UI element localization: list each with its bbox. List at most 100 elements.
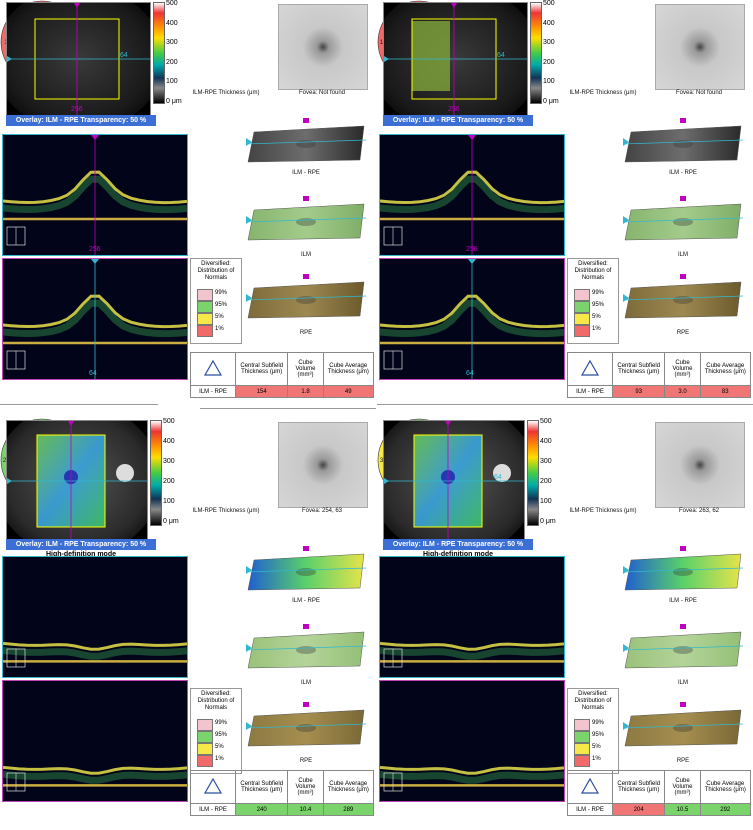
fovea-caption: Fovea: Not found xyxy=(675,90,723,96)
section-divider xyxy=(0,404,158,405)
table-header-cell: Cube Average Thickness (μm) xyxy=(322,770,375,804)
surface-rpe[interactable] xyxy=(622,702,744,754)
retina-layer-band xyxy=(3,646,187,660)
bscan-graphic: 64 xyxy=(380,259,564,379)
legend-swatch xyxy=(574,289,590,301)
surface-plane xyxy=(624,203,742,241)
oct-bscan-horizontal[interactable] xyxy=(2,556,188,678)
fovea-depression xyxy=(296,568,316,576)
legend-level: 99% xyxy=(215,290,228,296)
fovea-depression xyxy=(296,296,316,304)
retina-layer-band xyxy=(380,175,564,214)
surface-scan-line xyxy=(245,139,367,145)
surface-ilm-rpe[interactable] xyxy=(245,118,367,170)
warning-icon xyxy=(580,777,600,794)
surface-ilm-rpe[interactable] xyxy=(622,118,744,170)
fundus-vertical-number: 256 xyxy=(448,106,460,113)
surface-rpe[interactable] xyxy=(622,274,744,326)
table-header-cell: Cube Volume (mm³) xyxy=(664,770,701,804)
scale-label: 400 xyxy=(540,438,552,445)
legend-swatch xyxy=(197,743,213,755)
surface-ilm[interactable] xyxy=(245,196,367,248)
overlay-transparency-bar[interactable]: Overlay: ILM - RPE Transparency: 50 % xyxy=(383,115,533,126)
surface-scan-line xyxy=(622,139,744,145)
legend-level: 99% xyxy=(592,720,605,726)
surface-plane xyxy=(624,631,742,669)
overlay-transparency-bar[interactable]: Overlay: ILM - RPE Transparency: 50 % xyxy=(6,539,156,550)
legend-title: Diversified: Distribution of Normals xyxy=(574,691,612,711)
table-header-cell: Central Subfield Thickness (μm) xyxy=(234,770,289,804)
surface-scan-line xyxy=(245,723,367,729)
oct-bscan-vertical[interactable] xyxy=(2,680,188,802)
surface-ilm[interactable] xyxy=(622,196,744,248)
surface-plane xyxy=(247,203,365,241)
surface-left-marker xyxy=(623,566,629,574)
surface-rpe[interactable] xyxy=(245,702,367,754)
fovea-caption: Fovea: 263, 62 xyxy=(678,508,720,514)
scale-label: 100 xyxy=(543,78,555,85)
oct-bscan-horizontal[interactable]: 256 xyxy=(379,134,565,256)
retina-layer-ilm xyxy=(380,170,564,205)
legend-level: 5% xyxy=(215,744,224,750)
table-header-cell: Central Subfield Thickness (μm) xyxy=(234,352,289,386)
surface-ilm-rpe[interactable] xyxy=(245,546,367,598)
retina-layer-ilm xyxy=(3,170,187,205)
surface-caption: ILM - RPE xyxy=(292,598,320,604)
scale-label: 500 xyxy=(166,0,178,7)
table-value-central: 93 xyxy=(611,385,666,398)
table-value-average: 292 xyxy=(699,803,752,816)
surface-ilm[interactable] xyxy=(622,624,744,676)
top-marker xyxy=(445,421,451,426)
legend-swatch xyxy=(574,719,590,731)
fundus-horizontal-number: 64 xyxy=(120,52,128,59)
high-definition-mode-label: High-definition mode xyxy=(46,551,116,558)
legend-swatch xyxy=(574,325,590,337)
top-marker xyxy=(68,421,74,426)
oct-bscan-horizontal[interactable] xyxy=(379,556,565,678)
optic-disc xyxy=(116,464,134,482)
surface-caption: ILM xyxy=(300,680,311,686)
oct-bscan-vertical[interactable] xyxy=(379,680,565,802)
fundus-graphic: 64 256 xyxy=(384,3,527,115)
surface-left-marker xyxy=(623,138,629,146)
table-value-volume: 3.0 xyxy=(664,385,701,398)
oct-bscan-vertical[interactable]: 64 xyxy=(2,258,188,380)
retina-layer-ilm xyxy=(380,641,564,651)
overlay-transparency-bar[interactable]: Overlay: ILM - RPE Transparency: 50 % xyxy=(6,115,156,126)
fovea-image xyxy=(655,4,745,90)
legend-level: 5% xyxy=(592,314,601,320)
surface-rpe[interactable] xyxy=(245,274,367,326)
surface-left-marker xyxy=(246,216,252,224)
overlay-transparency-bar[interactable]: Overlay: ILM - RPE Transparency: 50 % xyxy=(383,539,533,550)
oct-bscan-vertical[interactable]: 64 xyxy=(379,258,565,380)
surface-top-marker xyxy=(303,118,309,123)
surface-graphic xyxy=(245,274,367,319)
surface-caption: RPE xyxy=(676,758,690,764)
surface-caption: ILM - RPE xyxy=(669,170,697,176)
legend-swatch xyxy=(197,301,213,313)
surface-top-marker xyxy=(303,702,309,707)
legend-title: Diversified: Distribution of Normals xyxy=(574,261,612,281)
table-value-volume: 10.5 xyxy=(664,803,701,816)
table-icon-cell xyxy=(567,352,613,386)
report-panel: 64 500 400 300 200 100 0 μm Overlay: ILM - RPE … xyxy=(377,418,753,828)
legend-swatch xyxy=(574,755,590,767)
legend-title: Diversified: Distribution of Normals xyxy=(197,691,235,711)
surface-ilm-rpe[interactable] xyxy=(622,546,744,598)
left-marker xyxy=(7,56,12,62)
scale-label: 100 xyxy=(166,78,178,85)
surface-top-marker xyxy=(680,196,686,201)
scale-label: 200 xyxy=(543,58,555,66)
legend-level: 95% xyxy=(215,732,228,738)
scale-label: 300 xyxy=(543,39,555,46)
legend-swatch xyxy=(197,719,213,731)
surface-ilm[interactable] xyxy=(245,624,367,676)
thickness-color-scale xyxy=(150,420,162,526)
oct-bscan-horizontal[interactable]: 256 xyxy=(2,134,188,256)
legend-level: 95% xyxy=(592,302,605,308)
scale-label: 300 xyxy=(540,458,552,465)
table-value-volume: 1.8 xyxy=(287,385,324,398)
legend-swatch xyxy=(574,731,590,743)
fundus-graphic: 64 256 xyxy=(7,3,150,115)
surface-graphic xyxy=(245,624,367,669)
